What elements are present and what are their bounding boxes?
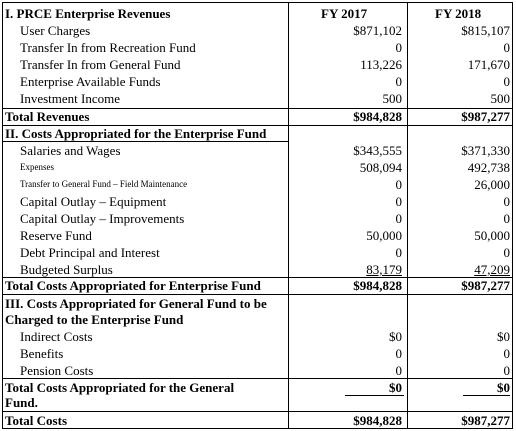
row-label: Pension Costs [20,363,94,378]
row-value-fy2018: $815,107 [461,23,510,38]
row-label: Reserve Fund [20,228,92,243]
row-value-fy2017: 113,226 [360,57,402,72]
column-header-fy2017: FY 2017 [321,6,368,21]
row-divider [3,125,512,126]
row-value-fy2018: $371,330 [461,143,510,158]
row-value-fy2018: 0 [503,363,511,378]
row-value-fy2017: 0 [395,40,403,55]
section-title-continued: Charged to the Enterprise Fund [5,312,184,327]
row-value-fy2018: 26,000 [474,177,510,192]
row-value-fy2018: 500 [490,91,511,106]
row-value-fy2018: 47,209 [474,262,510,277]
grand-total-fy2018: $987,277 [461,413,510,428]
row-divider [3,108,512,109]
row-label: Transfer In from General Fund [20,57,181,72]
total-enterprise-costs-fy2017: $984,828 [353,278,402,293]
row-label: Capital Outlay – Equipment [20,194,167,209]
row-label: Indirect Costs [20,329,93,344]
total-general-fund-label: Total Costs Appropriated for the General [5,380,235,395]
row-value-fy2017: $343,555 [353,143,402,158]
total-revenues-fy2018: $987,277 [461,109,510,124]
row-value-fy2017: 0 [395,177,403,192]
row-value-fy2017: 500 [382,91,403,106]
row-label: Transfer to General Fund – Field Mainten… [20,179,188,189]
subtotal-rule [345,395,404,396]
total-general-fund-label-continued: Fund. [5,395,38,410]
row-value-fy2017: $0 [389,329,402,344]
row-label: Enterprise Available Funds [20,74,161,89]
row-value-fy2017: 0 [395,74,403,89]
row-value-fy2017: 0 [395,194,403,209]
row-label: Salaries and Wages [20,143,121,158]
row-value-fy2018: 492,738 [467,160,510,175]
row-value-fy2018: 0 [503,194,511,209]
row-label: Transfer In from Recreation Fund [20,40,196,55]
row-value-fy2018: 0 [503,211,511,226]
total-general-fund-fy2018: $0 [497,380,510,395]
row-label: Budgeted Surplus [20,262,113,277]
row-value-fy2018: $0 [497,329,510,344]
grand-total-label: Total Costs [5,413,68,428]
section-title: I. PRCE Enterprise Revenues [5,6,171,21]
row-label: Debt Principal and Interest [20,245,160,260]
row-divider [3,294,512,295]
row-label: Capital Outlay – Improvements [20,211,185,226]
row-value-fy2018: 0 [503,245,511,260]
row-value-fy2017: 508,094 [359,160,402,175]
row-value-fy2018: 0 [503,74,511,89]
total-general-fund-fy2017: $0 [389,380,402,395]
section-title: II. Costs Appropriated for the Enterpris… [5,126,267,141]
column-divider [288,3,289,428]
row-divider [3,411,512,412]
subtotal-rule [463,395,510,396]
total-enterprise-costs-fy2018: $987,277 [461,278,510,293]
row-value-fy2018: 0 [503,346,511,361]
row-label: Investment Income [20,91,120,106]
total-revenues-label: Total Revenues [5,109,90,124]
row-divider [3,141,288,142]
row-value-fy2017: 0 [395,211,403,226]
row-value-fy2018: 0 [503,40,511,55]
column-header-fy2018: FY 2018 [435,6,482,21]
total-enterprise-costs-label: Total Costs Appropriated for Enterprise … [5,278,261,293]
total-revenues-fy2017: $984,828 [353,109,402,124]
row-label: Expenses [20,162,54,172]
row-value-fy2017: 0 [395,245,403,260]
row-value-fy2017: $871,102 [353,23,402,38]
row-value-fy2017: 0 [395,346,403,361]
column-divider [407,3,408,428]
row-label: Benefits [20,346,64,361]
row-value-fy2017: 0 [395,363,403,378]
section-title: III. Costs Appropriated for General Fund… [5,296,267,311]
row-label: User Charges [20,23,91,38]
row-value-fy2018: 50,000 [474,228,510,243]
grand-total-fy2017: $984,828 [353,413,402,428]
row-value-fy2017: 50,000 [366,228,402,243]
row-value-fy2018: 171,670 [467,57,510,72]
row-divider [3,277,512,278]
row-divider [3,378,512,379]
row-value-fy2017: 83,179 [366,262,402,277]
